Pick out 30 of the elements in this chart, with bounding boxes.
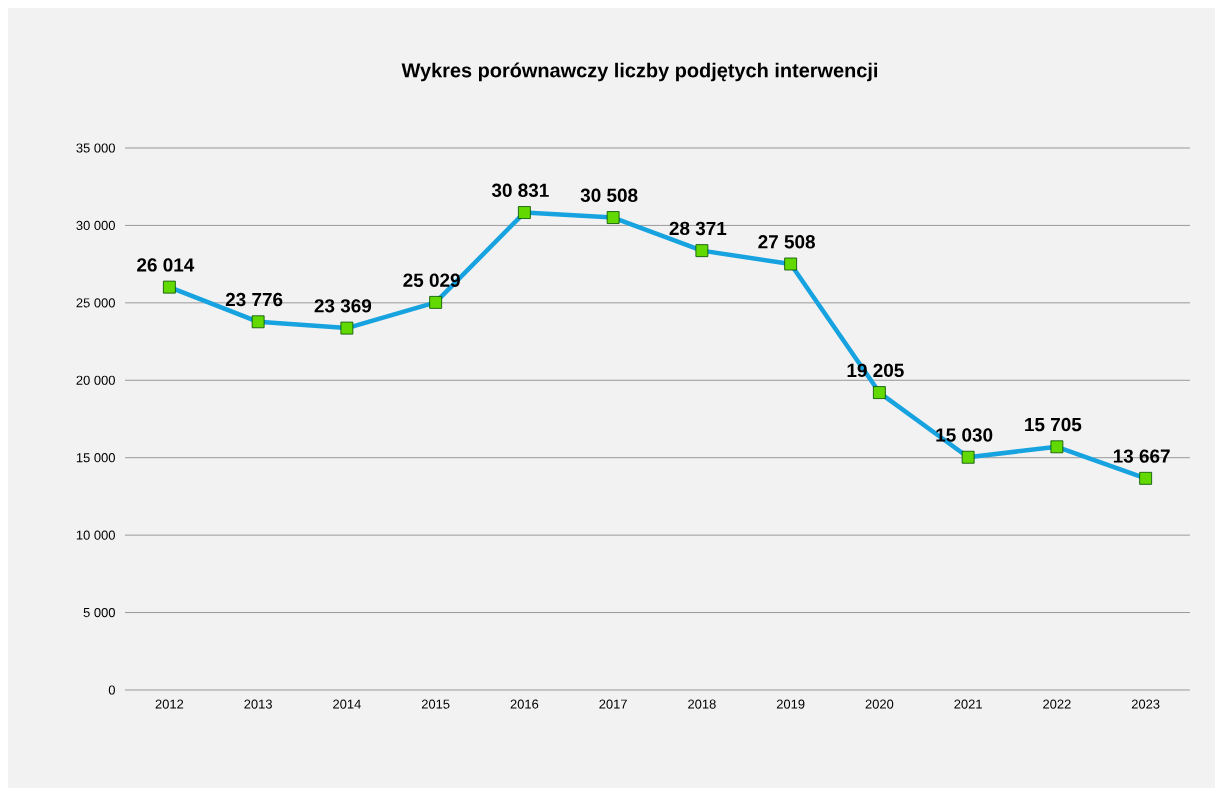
- x-tick-label: 2018: [688, 699, 716, 709]
- y-tick-label: 35 000: [76, 143, 115, 153]
- x-tick-label: 2020: [865, 699, 894, 709]
- data-label: 30 508: [580, 188, 638, 203]
- x-tick-label: 2021: [954, 699, 982, 709]
- y-tick-label: 15 000: [76, 453, 115, 463]
- x-tick-label: 2019: [776, 699, 805, 709]
- x-tick-label: 2015: [421, 699, 450, 709]
- y-tick-label: 0: [108, 685, 115, 695]
- y-tick-label: 5 000: [83, 607, 115, 618]
- y-tick-label: 20 000: [76, 375, 115, 385]
- y-tick-label: 10 000: [76, 530, 115, 540]
- y-tick-label: 25 000: [76, 298, 115, 308]
- x-tick-label: 2014: [333, 699, 361, 709]
- x-tick-label: 2017: [599, 699, 627, 709]
- data-label: 30 831: [491, 183, 549, 198]
- data-label: 26 014: [137, 258, 195, 272]
- data-label: 27 508: [758, 235, 815, 249]
- data-label: 23 776: [225, 292, 283, 307]
- x-tick-label: 2016: [510, 699, 539, 709]
- x-tick-label: 2022: [1043, 699, 1071, 709]
- data-label: 23 369: [314, 299, 372, 313]
- y-tick-label: 30 000: [76, 220, 115, 230]
- x-tick-label: 2012: [155, 699, 184, 709]
- data-label: 15 705: [1025, 417, 1082, 432]
- x-tick-label: 2013: [244, 699, 272, 709]
- chart-title: Wykres porównawczy liczby podjętych interwencji: [401, 62, 878, 82]
- x-tick-label: 2023: [1131, 699, 1160, 709]
- data-label: 28 371: [669, 221, 727, 236]
- data-label: 13 667: [1113, 449, 1170, 463]
